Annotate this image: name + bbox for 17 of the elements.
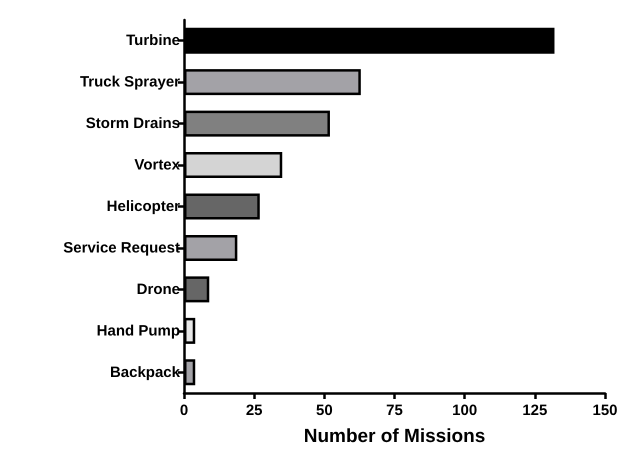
x-axis-title: Number of Missions: [304, 426, 486, 447]
y-tick-label: Backpack: [110, 364, 181, 381]
x-tick-label: 50: [316, 402, 333, 419]
x-tick-label: 0: [180, 402, 188, 419]
y-tick-label: Helicopter: [106, 198, 180, 215]
y-tick-label: Hand Pump: [96, 322, 180, 340]
y-tick-label: Truck Sprayer: [80, 74, 180, 91]
y-tick-label: Vortex: [134, 156, 181, 174]
x-tick-label: 75: [386, 402, 403, 419]
y-tick-label: Service Request: [63, 239, 180, 256]
y-tick-label: Drone: [136, 280, 180, 298]
x-tick-label: 100: [452, 402, 478, 419]
x-tick-label: 25: [246, 402, 263, 419]
y-tick-label: Storm Drains: [86, 115, 180, 132]
y-tick-label: Turbine: [126, 32, 180, 50]
x-tick-label: 150: [592, 402, 618, 419]
x-tick-label: 125: [522, 402, 548, 419]
